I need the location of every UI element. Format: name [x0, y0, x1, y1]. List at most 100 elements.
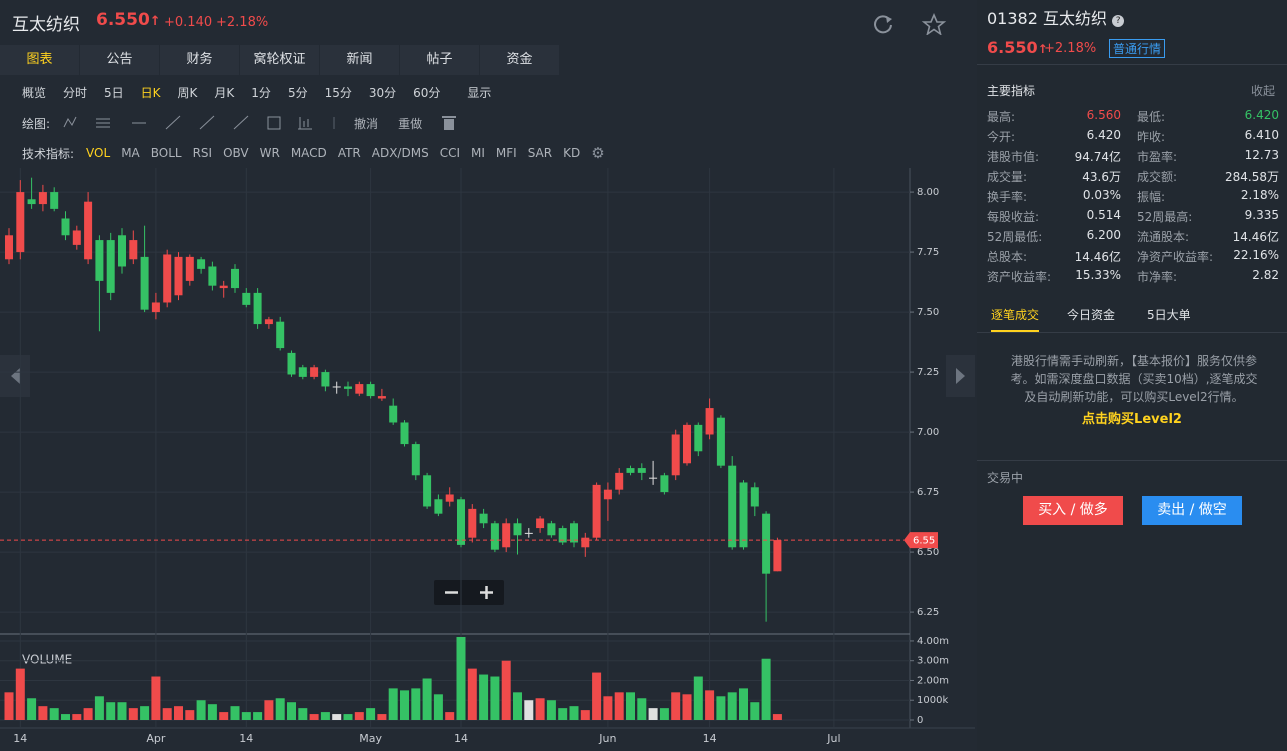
volume-bar	[727, 692, 737, 720]
candle-body	[762, 513, 771, 574]
candle-body	[558, 528, 567, 543]
period[interactable]: 日K	[140, 85, 161, 100]
tab[interactable]: 公告	[80, 45, 159, 75]
period[interactable]: 5分	[287, 85, 308, 100]
volume-bar	[264, 700, 274, 720]
y-tick-label: 7.75	[917, 247, 939, 258]
volume-bar	[94, 696, 104, 720]
tool-icon[interactable]	[199, 115, 215, 130]
metric-value: 6.560	[1086, 108, 1121, 122]
tab[interactable]: 帖子	[400, 45, 479, 75]
indicator[interactable]: RSI	[192, 146, 213, 160]
x-tick-label: Jul	[826, 732, 840, 745]
candle-body	[671, 434, 680, 476]
indicator[interactable]: ADX/DMS	[371, 146, 429, 160]
tool-icon[interactable]	[267, 116, 281, 130]
delete-icon[interactable]	[442, 115, 457, 131]
period[interactable]: 分时	[63, 85, 88, 100]
tool-icon[interactable]	[165, 115, 181, 130]
draw-icons	[63, 115, 335, 130]
indicator[interactable]: SAR	[527, 146, 553, 160]
volume-bar	[400, 690, 409, 720]
trade-tab[interactable]: 今日资金	[1067, 308, 1116, 322]
metric-value: 9.335	[1244, 208, 1279, 222]
tab[interactable]: 图表	[0, 45, 79, 75]
candle-body	[513, 523, 522, 536]
redo[interactable]: 重做	[398, 116, 423, 131]
x-tick-label: 14	[13, 732, 27, 745]
indicator[interactable]: CCI	[439, 146, 460, 160]
next-button[interactable]	[946, 355, 975, 397]
prev-button[interactable]	[0, 355, 30, 397]
indicator[interactable]: BOLL	[150, 146, 182, 160]
metric-row: 最高: 6.560 最低: 6.420	[987, 105, 1279, 125]
candle-body	[38, 192, 47, 205]
tool-icon[interactable]	[96, 118, 111, 128]
buy-button[interactable]: 买入 / 做多	[1023, 496, 1123, 525]
volume-bar	[659, 708, 669, 720]
collapse[interactable]: 收起	[1250, 84, 1275, 98]
period[interactable]: 周K	[177, 85, 198, 100]
metric-label: 流通股本:	[1137, 230, 1190, 244]
volume-bar	[117, 702, 127, 720]
favorite-icon[interactable]	[921, 13, 947, 35]
metric-value: 14.46亿	[1074, 250, 1121, 264]
indicator[interactable]: VOL	[86, 146, 111, 160]
tab[interactable]: 资金	[480, 45, 559, 75]
metric-label: 成交量:	[987, 170, 1028, 184]
candle-body	[27, 199, 36, 205]
candle-body	[163, 254, 172, 303]
tab[interactable]: 窝轮权证	[240, 45, 319, 75]
change: +0.140	[164, 15, 213, 30]
tool-icon[interactable]	[233, 115, 249, 130]
trade-tab[interactable]: 5日大单	[1147, 308, 1191, 322]
period[interactable]: 1分	[251, 85, 271, 100]
indicator[interactable]: WR	[259, 146, 280, 160]
period[interactable]: 60分	[413, 85, 441, 100]
metric-value: 43.6万	[1082, 170, 1121, 184]
tab[interactable]: 财务	[160, 45, 239, 75]
period[interactable]: 30分	[368, 85, 397, 100]
x-tick-label: 14	[454, 732, 468, 745]
volume-bar	[422, 678, 432, 720]
candle-body	[61, 218, 70, 236]
candle-body	[219, 285, 228, 289]
trade-tab[interactable]: 逐笔成交	[991, 306, 1040, 332]
period[interactable]: 15分	[324, 85, 352, 100]
candle-body	[750, 487, 759, 507]
volume-bar	[230, 706, 240, 720]
indicator[interactable]: MA	[121, 146, 140, 160]
tool-icon[interactable]	[298, 117, 313, 130]
metric-value: 0.03%	[1082, 188, 1121, 202]
volume-bar	[287, 702, 296, 720]
indicator[interactable]: OBV	[223, 146, 249, 160]
side-panel: 01382 互太纺织 ? 6.550↑ +2.18% 普通行情 主要指标 收起 …	[977, 0, 1287, 751]
period[interactable]: 月K	[214, 85, 235, 100]
y-tick-label: 7.00	[917, 427, 939, 438]
candle-body	[231, 268, 239, 289]
sell-button[interactable]: 卖出 / 做空	[1142, 496, 1242, 525]
quote-badge[interactable]: 普通行情	[1109, 39, 1166, 58]
undo[interactable]: 撤消	[354, 116, 379, 131]
quote-price: 6.550↑	[987, 38, 1048, 57]
indicator[interactable]: MACD	[290, 146, 327, 160]
tab[interactable]: 新闻	[320, 45, 399, 75]
period[interactable]: 概览	[22, 85, 47, 100]
tool-icon[interactable]	[63, 116, 77, 128]
metric-label: 振幅:	[1137, 190, 1166, 204]
notice-link[interactable]: 点击购买Level2	[1082, 412, 1182, 427]
indicator[interactable]: MI	[471, 146, 485, 160]
candle-body	[140, 256, 149, 310]
refresh-icon[interactable]	[874, 15, 892, 34]
period[interactable]: 显示	[467, 85, 492, 100]
indicator[interactable]: KD	[563, 146, 581, 160]
indicator[interactable]: MFI	[495, 146, 517, 160]
candle-body	[242, 292, 251, 305]
settings-icon[interactable]: ⚙	[591, 144, 605, 162]
indicator[interactable]: ATR	[337, 146, 361, 160]
candle-body	[129, 240, 138, 260]
period[interactable]: 5日	[104, 85, 124, 100]
help-icon[interactable]: ?	[1112, 15, 1125, 27]
candle-body	[344, 386, 352, 389]
y-tick-label: 4.00m	[917, 636, 949, 647]
